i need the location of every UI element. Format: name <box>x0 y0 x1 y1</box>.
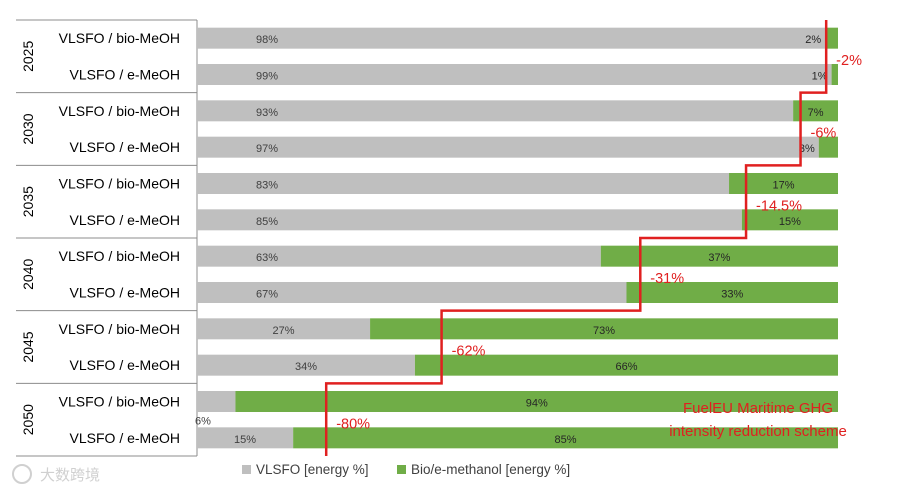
bar-vlsfo <box>197 427 294 449</box>
annotations: -2% -6% -14.5% -31% -62% -80% FuelEU Maritime … <box>336 53 862 440</box>
year-label: 2040 <box>20 259 36 290</box>
legend-swatch <box>397 465 406 474</box>
reduction-label: -31% <box>650 271 684 287</box>
bar-label-vlsfo: 97% <box>256 143 278 155</box>
reduction-label: -80% <box>336 416 370 432</box>
bar-label-methanol: 85% <box>555 434 577 446</box>
year-label: 2050 <box>20 404 36 435</box>
fuel-label: VLSFO / e-MeOH <box>70 357 180 373</box>
bar-label-vlsfo: 99% <box>256 71 278 83</box>
bar-label-methanol: 15% <box>779 216 801 228</box>
fuel-label: VLSFO / bio-MeOH <box>59 103 180 119</box>
bar-label-methanol: 66% <box>615 361 637 373</box>
reduction-label: -14.5% <box>756 198 802 214</box>
year-label: 2025 <box>20 41 36 72</box>
fuel-label: VLSFO / bio-MeOH <box>59 30 180 46</box>
bar-vlsfo <box>197 173 730 194</box>
bar-label-vlsfo: 98% <box>256 34 278 46</box>
fuel-label: VLSFO / e-MeOH <box>70 139 180 155</box>
bars: 98% 2% 99% 1% 93% 7% 97% 3% 83% 17% 85% 15% 63% 37% 67… <box>195 27 838 449</box>
reduction-label: -2% <box>836 53 862 69</box>
bar-vlsfo <box>197 391 236 412</box>
bar-label-vlsfo: 15% <box>234 434 256 446</box>
category-axis: 2025 VLSFO / bio-MeOH VLSFO / e-MeOH 2030 VL… <box>16 19 198 457</box>
year-label: 2035 <box>20 186 36 217</box>
legend-swatch <box>242 465 251 474</box>
bar-methanol <box>414 354 838 376</box>
bar-label-vlsfo: 6% <box>195 416 211 428</box>
bar-label-vlsfo: 27% <box>273 325 295 337</box>
bar-methanol <box>626 282 838 303</box>
fuel-label: VLSFO / bio-MeOH <box>59 176 180 192</box>
bar-vlsfo <box>197 64 832 85</box>
bar-label-methanol: 17% <box>772 180 794 192</box>
bar-vlsfo <box>197 282 627 303</box>
fuel-label: VLSFO / bio-MeOH <box>59 321 180 337</box>
bar-label-vlsfo: 85% <box>256 216 278 228</box>
bar-vlsfo <box>197 245 601 267</box>
year-label: 2045 <box>20 331 36 362</box>
bar-label-vlsfo: 63% <box>256 252 278 264</box>
bar-methanol <box>831 64 838 85</box>
bar-vlsfo <box>197 209 742 231</box>
scheme-annotation-line: intensity reduction scheme <box>669 423 847 440</box>
bar-vlsfo <box>197 354 415 376</box>
watermark-logo-icon <box>12 464 32 484</box>
bar-methanol <box>793 100 838 122</box>
bar-label-vlsfo: 83% <box>256 180 278 192</box>
fuel-label: VLSFO / e-MeOH <box>70 67 180 83</box>
watermark-text: 大数跨境 <box>40 466 100 484</box>
scheme-annotation-line: FuelEU Maritime GHG <box>683 400 833 417</box>
bar-methanol <box>729 173 838 194</box>
bar-methanol <box>370 318 838 340</box>
reduction-label: -62% <box>452 344 486 360</box>
step-line <box>324 20 828 456</box>
bar-label-methanol: 73% <box>593 325 615 337</box>
bar-label-vlsfo: 34% <box>295 361 317 373</box>
legend-label: VLSFO [energy %] <box>256 462 369 477</box>
fuel-label: VLSFO / bio-MeOH <box>59 394 180 410</box>
fuel-label: VLSFO / e-MeOH <box>70 212 180 228</box>
bar-label-vlsfo: 93% <box>256 107 278 119</box>
bar-methanol <box>600 245 838 267</box>
fuel-label: VLSFO / e-MeOH <box>70 430 180 446</box>
reduction-step-line <box>324 20 828 456</box>
bar-methanol <box>235 391 838 412</box>
watermark: 大数跨境 <box>12 464 100 484</box>
fuel-label: VLSFO / bio-MeOH <box>59 248 180 264</box>
reduction-label: -6% <box>811 126 837 142</box>
bar-methanol <box>741 209 838 231</box>
bar-label-vlsfo: 67% <box>256 289 278 301</box>
fuel-label: VLSFO / e-MeOH <box>70 285 180 301</box>
bar-methanol <box>818 136 838 158</box>
bar-vlsfo <box>197 100 794 122</box>
bar-label-methanol: 2% <box>805 34 821 46</box>
legend: VLSFO [energy %] Bio/e-methanol [energy %… <box>242 462 570 477</box>
bar-methanol <box>825 27 838 49</box>
bar-label-methanol: 94% <box>526 398 548 410</box>
bar-methanol <box>293 427 838 449</box>
bar-label-methanol: 33% <box>721 289 743 301</box>
legend-label: Bio/e-methanol [energy %] <box>411 462 570 477</box>
bar-label-methanol: 37% <box>708 252 730 264</box>
bar-vlsfo <box>197 136 819 158</box>
bar-vlsfo <box>197 318 371 340</box>
bar-label-methanol: 1% <box>812 71 828 83</box>
bar-label-methanol: 3% <box>799 143 815 155</box>
bar-vlsfo <box>197 27 826 49</box>
year-label: 2030 <box>20 113 36 144</box>
bar-label-methanol: 7% <box>808 107 824 119</box>
